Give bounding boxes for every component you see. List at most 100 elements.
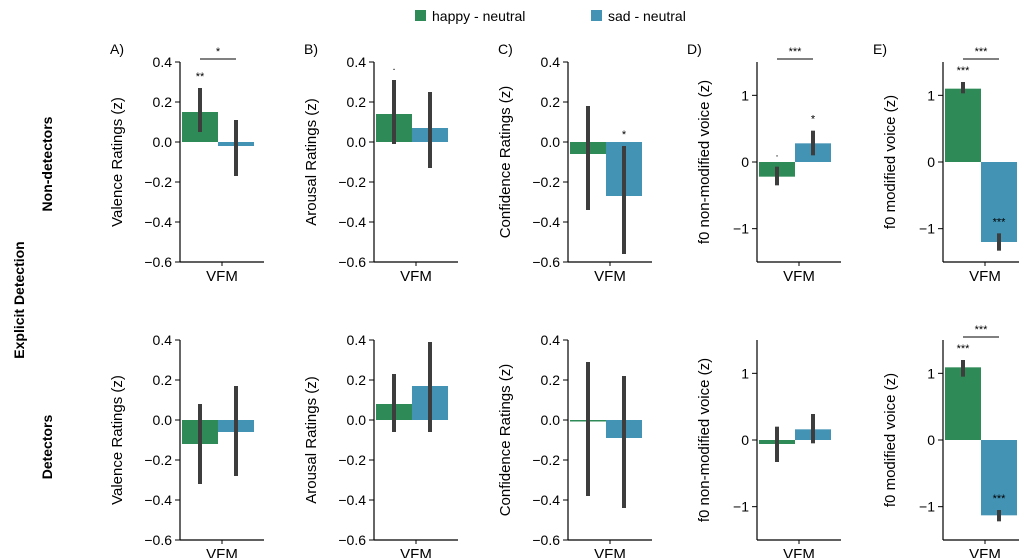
x-category-label: VFM — [783, 546, 815, 558]
y-tick-label: −0.6 — [338, 254, 366, 270]
y-tick-label: −0.4 — [144, 492, 172, 508]
y-axis-label: Valence Ratings (z) — [109, 375, 126, 505]
y-tick-label: −1 — [733, 221, 749, 237]
legend: happy - neutral sad - neutral — [415, 8, 686, 24]
x-category-label: VFM — [400, 268, 432, 285]
row-label-detectors: Detectors — [39, 415, 55, 480]
y-tick-label: 0.4 — [153, 54, 173, 70]
bar-happy — [945, 367, 981, 440]
y-tick-label: −0.6 — [532, 254, 560, 270]
significance-marker: . — [392, 61, 395, 73]
y-tick-label: 0 — [927, 154, 935, 170]
y-tick-label: −0.2 — [144, 452, 172, 468]
significance-marker: *** — [993, 216, 1007, 228]
y-tick-label: −1 — [919, 499, 935, 515]
y-tick-label: 0.0 — [153, 134, 173, 150]
significance-marker: *** — [957, 343, 971, 355]
y-axis-label: Valence Ratings (z) — [109, 97, 126, 227]
y-tick-label: 0.4 — [153, 332, 173, 348]
y-tick-label: −1 — [919, 221, 935, 237]
y-tick-label: 0.2 — [347, 94, 367, 110]
panel-letter: E) — [873, 41, 887, 57]
panel-1: 0.4 0.2 0.0 −0.2 −0.4 −0.6 VFM Valence Ratings … — [109, 41, 264, 285]
legend-label-happy: happy - neutral — [432, 8, 525, 24]
row-label-non-detectors: Non-detectors — [39, 116, 55, 211]
x-category-label: VFM — [594, 546, 626, 558]
y-tick-label: 0.0 — [541, 134, 561, 150]
y-tick-label: 0.4 — [541, 54, 561, 70]
y-tick-label: 0.4 — [347, 54, 367, 70]
significance-marker: . — [775, 148, 778, 160]
bar-sad — [981, 162, 1017, 242]
y-tick-label: 0.2 — [153, 94, 173, 110]
y-tick-label: −0.2 — [338, 452, 366, 468]
significance-marker: ** — [196, 71, 205, 83]
panel-10: 1 0 −1 VFM f0 modified voice (z) *** *** *** — [882, 324, 1019, 558]
panel-7: 0.4 0.2 0.0 −0.2 −0.4 −0.6 VFM Arousal Ratings … — [303, 332, 458, 558]
comparison-significance: *** — [975, 46, 989, 58]
y-axis-label: Confidence Ratings (z) — [497, 364, 514, 517]
y-tick-label: 0.0 — [153, 412, 173, 428]
y-tick-label: 0.2 — [153, 372, 173, 388]
panel-6: 0.4 0.2 0.0 −0.2 −0.4 −0.6 VFM Valence Ratings … — [109, 332, 264, 558]
y-tick-label: −0.6 — [144, 254, 172, 270]
y-tick-label: 0.2 — [541, 372, 561, 388]
significance-marker: * — [622, 129, 627, 141]
x-category-label: VFM — [594, 268, 626, 285]
significance-marker: *** — [993, 493, 1007, 505]
y-tick-label: 0.4 — [541, 332, 561, 348]
y-tick-label: 0.0 — [347, 412, 367, 428]
panel-letter: C) — [498, 41, 513, 57]
panel-9: 1 0 −1 VFM f0 non-modified voice (z) — [696, 340, 841, 558]
y-tick-label: 0 — [741, 432, 749, 448]
significance-marker: *** — [957, 65, 971, 77]
y-tick-label: −0.2 — [532, 174, 560, 190]
y-tick-label: −0.2 — [338, 174, 366, 190]
panel-3: 0.4 0.2 0.0 −0.2 −0.4 −0.6 VFM Confidence Ratin… — [497, 41, 652, 285]
y-tick-label: 0.0 — [541, 412, 561, 428]
panel-letter: A) — [110, 41, 124, 57]
comparison-significance: *** — [789, 46, 803, 58]
y-tick-label: 0 — [927, 432, 935, 448]
y-axis-label: f0 modified voice (z) — [882, 373, 899, 507]
y-tick-label: −1 — [733, 499, 749, 515]
y-tick-label: 1 — [927, 365, 935, 381]
y-axis-label: f0 modified voice (z) — [882, 95, 899, 229]
y-tick-label: −0.2 — [532, 452, 560, 468]
y-tick-label: −0.4 — [144, 214, 172, 230]
y-axis-label: Arousal Ratings (z) — [303, 376, 320, 504]
row-group-label: Explicit Detection — [11, 241, 27, 358]
y-tick-label: 0.2 — [347, 372, 367, 388]
y-tick-label: 1 — [927, 87, 935, 103]
y-axis-label: f0 non-modified voice (z) — [696, 80, 713, 244]
y-tick-label: 1 — [741, 365, 749, 381]
x-category-label: VFM — [206, 546, 238, 558]
y-axis-label: f0 non-modified voice (z) — [696, 358, 713, 522]
comparison-significance: * — [216, 46, 221, 58]
panel-8: 0.4 0.2 0.0 −0.2 −0.4 −0.6 VFM Confidence Ratin… — [497, 332, 652, 558]
y-tick-label: −0.4 — [338, 492, 366, 508]
significance-marker: * — [811, 114, 816, 126]
bar-sad — [981, 440, 1017, 516]
y-tick-label: 1 — [741, 87, 749, 103]
y-axis-label: Confidence Ratings (z) — [497, 86, 514, 239]
y-tick-label: −0.6 — [144, 532, 172, 548]
y-tick-label: −0.2 — [144, 174, 172, 190]
y-tick-label: −0.4 — [532, 214, 560, 230]
y-tick-label: −0.4 — [532, 492, 560, 508]
x-category-label: VFM — [206, 268, 238, 285]
bar-happy — [945, 88, 981, 162]
panel-2: 0.4 0.2 0.0 −0.2 −0.4 −0.6 VFM Arousal Ratings … — [303, 41, 458, 285]
y-tick-label: −0.6 — [338, 532, 366, 548]
x-category-label: VFM — [400, 546, 432, 558]
x-category-label: VFM — [783, 268, 815, 285]
legend-swatch-happy — [415, 10, 426, 21]
panel-5: 1 0 −1 VFM f0 modified voice (z) E) *** *** *** — [873, 41, 1019, 285]
y-axis-label: Arousal Ratings (z) — [303, 98, 320, 226]
y-tick-label: 0.0 — [347, 134, 367, 150]
x-category-label: VFM — [969, 546, 1001, 558]
y-tick-label: 0 — [741, 154, 749, 170]
